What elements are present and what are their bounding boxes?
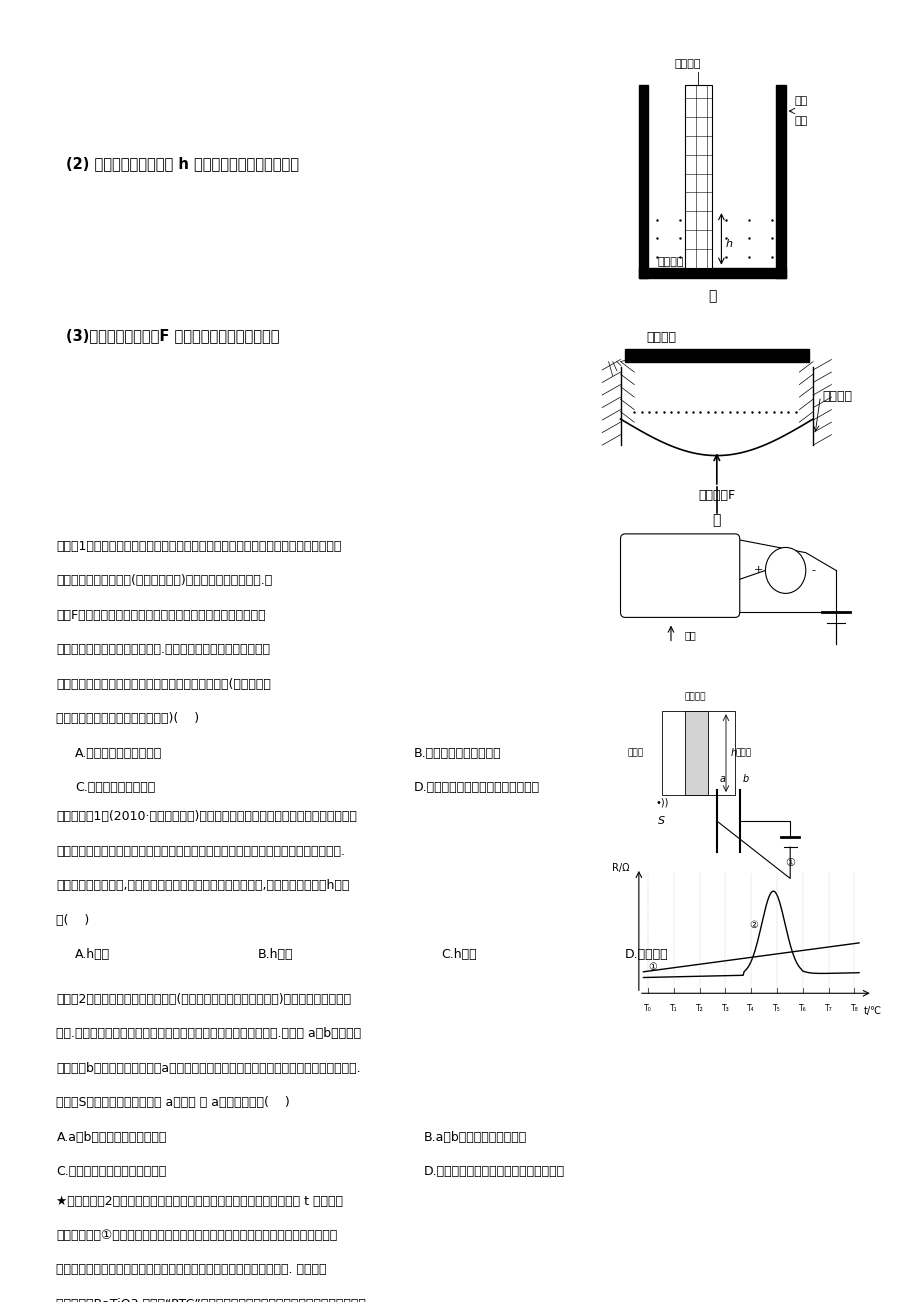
Text: S: S — [657, 816, 664, 825]
Text: 线芯的外面涂上一层绵缘物质，放在导电液体中，导线芯和导电液体构成电容器的两极.: 线芯的外面涂上一层绵缘物质，放在导电液体中，导线芯和导电液体构成电容器的两极. — [56, 845, 345, 858]
Text: 主要成分为BaTiO3 被称为“PTC”的特殊材料作发热元件的电熨斉，具有升温快、能: 主要成分为BaTiO3 被称为“PTC”的特殊材料作发热元件的电熨斉，具有升温快… — [56, 1298, 366, 1302]
Text: a: a — [719, 775, 725, 785]
Text: 待测压力F: 待测压力F — [698, 488, 734, 501]
Text: 膜片稳定的这段时间，灵敏电流计指针的偏转情况为(电流从灵敏: 膜片稳定的这段时间，灵敏电流计指针的偏转情况为(电流从灵敏 — [56, 678, 271, 691]
Text: 压力: 压力 — [684, 630, 696, 641]
Text: D.无法确定: D.无法确定 — [624, 948, 668, 961]
Bar — [776, 85, 785, 279]
Text: 金属芯线: 金属芯线 — [685, 691, 706, 700]
Text: b: b — [742, 775, 748, 785]
Text: 金属芯线: 金属芯线 — [674, 60, 700, 69]
Text: ★【课堂练习2】一般的电熨斉用合金丝作发热元件，合金丝电阻随温度 t 变化的关: ★【课堂练习2】一般的电熨斉用合金丝作发热元件，合金丝电阻随温度 t 变化的关 — [56, 1194, 343, 1207]
Text: 电流计正接线杆流入时指针向右偏)(    ): 电流计正接线杆流入时指针向右偏)( ) — [56, 712, 199, 725]
Text: T₈: T₈ — [849, 1004, 857, 1013]
Text: (3)如图丙是测定压力F 的电容式传感器的工作原理: (3)如图丙是测定压力F 的电容式传感器的工作原理 — [65, 328, 278, 342]
Text: 可动电极: 可动电极 — [822, 389, 851, 402]
Text: ①: ① — [784, 858, 794, 867]
Text: C.电路中始终有方向不变的电流: C.电路中始终有方向不变的电流 — [56, 1165, 166, 1178]
Text: 绵缘: 绵缘 — [794, 95, 807, 105]
Bar — [661, 711, 734, 796]
Text: ①: ① — [647, 962, 656, 973]
Text: T₃: T₃ — [720, 1004, 729, 1013]
Text: T₂: T₂ — [695, 1004, 703, 1013]
Bar — [638, 85, 647, 279]
Text: T₀: T₀ — [643, 1004, 652, 1013]
Text: 【典例2】传感器是把非电学物理量(如位移、压力、流量、声强等)转换成电学量的一种: 【典例2】传感器是把非电学物理量(如位移、压力、流量、声强等)转换成电学量的一种 — [56, 993, 351, 1006]
Text: C.灵敏电流计指针不动: C.灵敏电流计指针不动 — [74, 781, 154, 794]
Text: t/℃: t/℃ — [863, 1006, 880, 1016]
Text: h: h — [725, 240, 732, 249]
Text: 乙: 乙 — [708, 289, 716, 303]
Bar — [684, 85, 711, 268]
Text: 【典例1】传感器是一种采集信息的重要器件，如图所示为测定压力的电容式传感器，: 【典例1】传感器是一种采集信息的重要器件，如图所示为测定压力的电容式传感器， — [56, 540, 342, 553]
Text: 压力F作用于可动电极的膜片上时，膜片产生形变，引起电容的: 压力F作用于可动电极的膜片上时，膜片产生形变，引起电容的 — [56, 609, 266, 622]
Text: 将电容器、灵敏电流计(零刻度在中间)和电源串联成闭合回路.当: 将电容器、灵敏电流计(零刻度在中间)和电源串联成闭合回路.当 — [56, 574, 272, 587]
Bar — [684, 711, 707, 796]
Text: T₇: T₇ — [824, 1004, 832, 1013]
Text: D.向右位移最大时，电容器的电容量最大: D.向右位移最大时，电容器的电容量最大 — [423, 1165, 564, 1178]
Text: 固定电极: 固定电极 — [646, 331, 676, 344]
Text: 【课堂练习1】(2010·东营高二检测)如图所示，是一个测定液面高度的传感器，在导: 【课堂练习1】(2010·东营高二检测)如图所示，是一个测定液面高度的传感器，在… — [56, 810, 357, 823]
Bar — [624, 349, 808, 362]
Text: 元件.如图所示为一种电容传感器，电路可将声音信号转化为电信号.电路中 a、b构成一个: 元件.如图所示为一种电容传感器，电路可将声音信号转化为电信号.电路中 a、b构成… — [56, 1027, 361, 1040]
Text: A.灵敏电流计指针向右偏: A.灵敏电流计指针向右偏 — [74, 746, 162, 759]
Text: 系如图中实线①所示，由于环境温度以及熨烫的衣物厚度、干湿等情况不同，熨斉的: 系如图中实线①所示，由于环境温度以及熨烫的衣物厚度、干湿等情况不同，熨斉的 — [56, 1229, 337, 1242]
Text: T₅: T₅ — [772, 1004, 780, 1013]
Text: 电容器，b是固定不动的金属板a是能在声波驱动下沿水平方向振动的镌有金属层的振动膜.: 电容器，b是固定不动的金属板a是能在声波驱动下沿水平方向振动的镌有金属层的振动膜… — [56, 1062, 360, 1075]
Text: 散热功率不同，因而熨斉的温度可能会在较大范围内波动，易损坏衣物. 有一种用: 散热功率不同，因而熨斉的温度可能会在较大范围内波动，易损坏衣物. 有一种用 — [56, 1263, 326, 1276]
Text: D.不能判断灵敏电流计指针向哪边偏: D.不能判断灵敏电流计指针向哪边偏 — [414, 781, 539, 794]
Circle shape — [765, 547, 805, 594]
Bar — [638, 268, 785, 279]
Text: •)): •)) — [654, 797, 668, 807]
Text: T₆: T₆ — [798, 1004, 806, 1013]
FancyBboxPatch shape — [619, 534, 739, 617]
Text: 导电溶液: 导电溶液 — [657, 258, 684, 267]
Text: A.h增大: A.h增大 — [74, 948, 109, 961]
Text: B.h减小: B.h减小 — [258, 948, 293, 961]
Text: (2) 如图乙测定液面高度 h 的电容式传感器的工作原理: (2) 如图乙测定液面高度 h 的电容式传感器的工作原理 — [65, 156, 299, 171]
Text: 物质: 物质 — [794, 116, 807, 126]
Text: T₄: T₄ — [746, 1004, 754, 1013]
Text: A.a、b板之间的电场强度不变: A.a、b板之间的电场强度不变 — [56, 1131, 166, 1144]
Text: ②: ② — [748, 921, 757, 931]
Text: 导电液: 导电液 — [627, 749, 642, 758]
Text: B.a、b板所带的电荷量不变: B.a、b板所带的电荷量不变 — [423, 1131, 526, 1144]
Text: C.h不变: C.h不变 — [441, 948, 477, 961]
Text: 为(    ): 为( ) — [56, 914, 89, 927]
Text: 电介质: 电介质 — [734, 749, 751, 758]
Text: 丙: 丙 — [712, 513, 720, 527]
Text: 固定电极: 固定电极 — [638, 560, 662, 570]
Text: 变化，导致灵敏电流计指针偏转.在对膜片开始施加恒定的压力到: 变化，导致灵敏电流计指针偏转.在对膜片开始施加恒定的压力到 — [56, 643, 270, 656]
Text: G: G — [780, 565, 789, 575]
Text: R/Ω: R/Ω — [611, 863, 629, 872]
Text: +: + — [753, 565, 762, 575]
Text: -: - — [811, 565, 814, 575]
Text: 若声源S发出频率恒定的声波使 a振动， 则 a在振动过程中(    ): 若声源S发出频率恒定的声波使 a振动， 则 a在振动过程中( ) — [56, 1096, 289, 1109]
Text: T₁: T₁ — [669, 1004, 677, 1013]
Text: 可动电极: 可动电极 — [638, 591, 662, 602]
Text: h: h — [730, 749, 736, 758]
Text: B.灵敏电流计指针向左偏: B.灵敏电流计指针向左偏 — [414, 746, 501, 759]
Text: 把这两极接入外电路,当外电路中的电流变化显示电容值增大时,则导电液体的深度h变化: 把这两极接入外电路,当外电路中的电流变化显示电容值增大时,则导电液体的深度h变化 — [56, 879, 349, 892]
